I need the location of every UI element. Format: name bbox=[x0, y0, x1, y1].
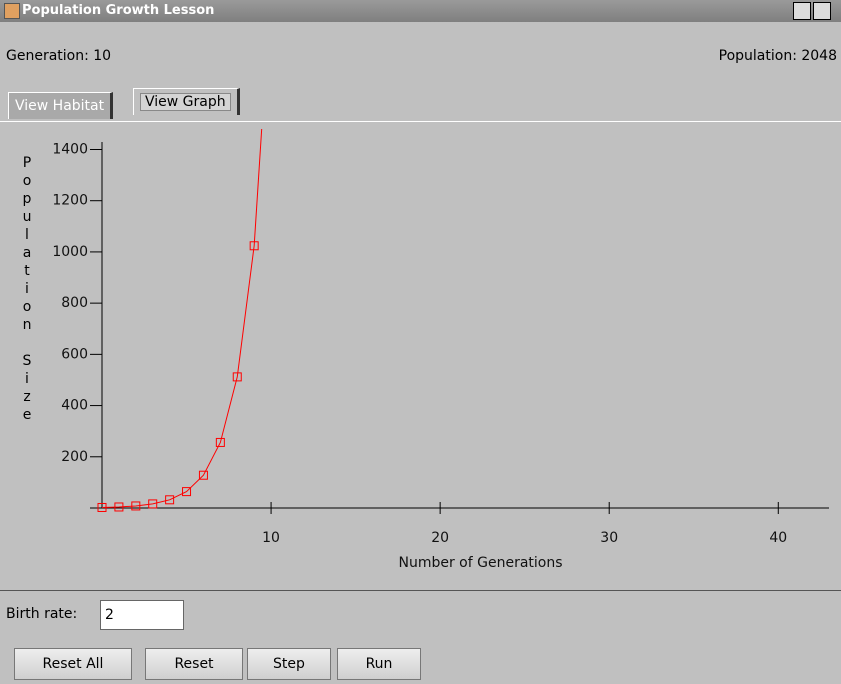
plot-area bbox=[97, 129, 263, 512]
tab-label: View Graph bbox=[140, 93, 231, 111]
y-tick-label: 800 bbox=[61, 295, 88, 311]
separator bbox=[0, 590, 841, 591]
reset-all-button[interactable]: Reset All bbox=[14, 648, 132, 680]
run-button[interactable]: Run bbox=[337, 648, 421, 680]
y-tick-label: 1000 bbox=[52, 244, 88, 260]
y-tick-label: 400 bbox=[61, 398, 88, 414]
data-point bbox=[182, 487, 192, 497]
maximize-button[interactable] bbox=[813, 2, 831, 20]
tab-selected[interactable]: View Graph bbox=[133, 88, 240, 115]
chart: 200 400 600 800 1000 1200 1400 10 20 30 40 Number o… bbox=[52, 129, 829, 571]
tab[interactable]: View Habitat bbox=[8, 92, 114, 119]
y-tick-label: 600 bbox=[61, 346, 88, 362]
data-point bbox=[198, 470, 208, 480]
step-button[interactable]: Step bbox=[247, 648, 331, 680]
data-point bbox=[249, 241, 259, 251]
data-point bbox=[114, 502, 124, 512]
x-axis-label: Number of Generations bbox=[398, 555, 562, 571]
population-label: Population: 2048 bbox=[718, 48, 837, 64]
x-tick-label: 40 bbox=[769, 530, 787, 546]
app-icon bbox=[4, 3, 20, 19]
minimize-button[interactable] bbox=[793, 2, 811, 20]
x-tick-label: 30 bbox=[600, 530, 618, 546]
title-bar: Population Growth Lesson bbox=[0, 0, 841, 22]
data-point bbox=[97, 502, 107, 512]
birth-rate-input[interactable]: 2 bbox=[100, 600, 184, 630]
x-tick-label: 10 bbox=[262, 530, 280, 546]
data-point bbox=[148, 499, 158, 509]
y-tick-label: 1400 bbox=[52, 141, 88, 157]
x-tick-label: 20 bbox=[431, 530, 449, 546]
data-point bbox=[165, 495, 175, 505]
y-axis-label: Population Size bbox=[19, 155, 35, 425]
data-line bbox=[101, 129, 263, 508]
generation-label: Generation: 10 bbox=[6, 48, 112, 64]
y-tick-label: 200 bbox=[61, 449, 88, 465]
y-tick-label: 1200 bbox=[52, 193, 88, 209]
data-point bbox=[131, 501, 141, 511]
data-point bbox=[232, 372, 242, 382]
reset-button[interactable]: Reset bbox=[145, 648, 243, 680]
birth-rate-label: Birth rate: bbox=[6, 606, 78, 622]
data-point bbox=[215, 437, 225, 447]
separator bbox=[0, 121, 841, 122]
window-title: Population Growth Lesson bbox=[22, 3, 215, 18]
